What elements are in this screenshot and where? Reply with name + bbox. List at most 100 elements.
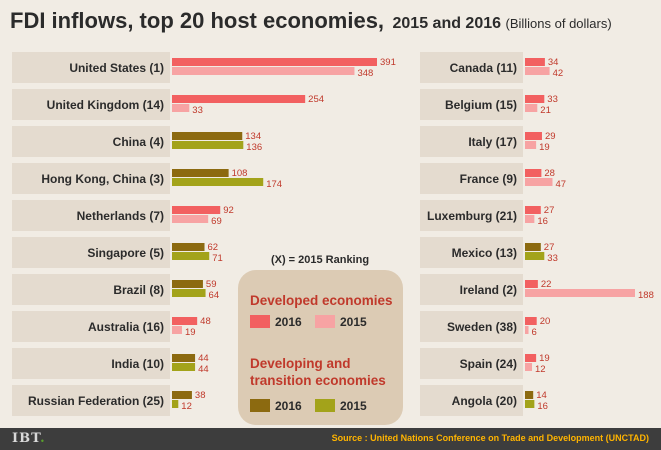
country-label-russian-federation-25: Russian Federation (25) — [28, 394, 164, 408]
country-label-luxemburg-21: Luxemburg (21) — [427, 209, 517, 223]
country-label-ireland-2: Ireland (2) — [460, 283, 517, 297]
bar-2015-belgium-15 — [525, 104, 538, 112]
value-2015-hong-kong-china-3: 174 — [266, 179, 282, 190]
row-band-spain-24 — [420, 348, 523, 379]
country-label-belgium-15: Belgium (15) — [445, 98, 517, 112]
country-label-united-states-1: United States (1) — [69, 61, 164, 75]
bar-2015-russian-federation-25 — [172, 400, 179, 408]
value-2015-canada-11: 42 — [553, 68, 564, 79]
bar-2015-china-4 — [172, 141, 244, 149]
legend-swatch-developing-2016 — [250, 399, 270, 412]
row-band-hong-kong-china-3 — [12, 163, 170, 194]
country-label-mexico-13: Mexico (13) — [452, 246, 517, 260]
value-2015-luxemburg-21: 16 — [537, 216, 548, 227]
row-band-brazil-8 — [12, 274, 170, 305]
bar-2015-ireland-2 — [525, 289, 635, 297]
bar-2016-hong-kong-china-3 — [172, 169, 229, 177]
value-2016-china-4: 134 — [245, 131, 261, 142]
value-2016-luxemburg-21: 27 — [544, 205, 555, 216]
bar-2015-hong-kong-china-3 — [172, 178, 264, 186]
value-2015-united-states-1: 348 — [357, 68, 373, 79]
value-2016-angola-20: 14 — [536, 390, 547, 401]
value-2016-singapore-5: 62 — [208, 242, 219, 253]
bar-2016-china-4 — [172, 132, 243, 140]
logo-dot: . — [40, 431, 46, 446]
bar-2016-italy-17 — [525, 132, 542, 140]
country-label-sweden-38: Sweden (38) — [447, 320, 517, 334]
bar-2016-australia-16 — [172, 317, 198, 325]
legend-developing-title-line1: Developing and — [250, 356, 351, 371]
bar-2016-belgium-15 — [525, 95, 545, 103]
value-2016-canada-11: 34 — [548, 57, 559, 68]
value-2016-belgium-15: 33 — [547, 94, 558, 105]
bar-2016-sweden-38 — [525, 317, 537, 325]
country-label-hong-kong-china-3: Hong Kong, China (3) — [41, 172, 164, 186]
value-2016-ireland-2: 22 — [541, 279, 552, 290]
bar-2016-angola-20 — [525, 391, 534, 399]
value-2015-india-10: 44 — [198, 364, 209, 375]
bar-2016-ireland-2 — [525, 280, 538, 288]
value-2015-italy-17: 19 — [539, 142, 550, 153]
country-label-united-kingdom-14: United Kingdom (14) — [47, 98, 164, 112]
bar-2016-brazil-8 — [172, 280, 203, 288]
row-band-angola-20 — [420, 385, 523, 416]
bar-2016-canada-11 — [525, 58, 545, 66]
value-2015-belgium-15: 21 — [540, 105, 551, 116]
chart-title: FDI inflows, top 20 host economies, 2015… — [10, 8, 655, 38]
title-main: FDI inflows, top 20 host economies, — [10, 8, 385, 33]
row-band-singapore-5 — [12, 237, 170, 268]
fdi-bar-chart: United States (1) 391 348 United Kingdom (1… — [12, 52, 654, 425]
legend-label-developed-2015: 2015 — [340, 315, 367, 329]
value-2015-australia-16: 19 — [185, 327, 196, 338]
bar-2016-united-states-1 — [172, 58, 377, 66]
row-band-ireland-2 — [420, 274, 523, 305]
value-2016-brazil-8: 59 — [206, 279, 217, 290]
row-band-canada-11 — [420, 52, 523, 83]
row-band-russian-federation-25 — [12, 385, 170, 416]
bar-2016-netherlands-7 — [172, 206, 221, 214]
bar-2016-united-kingdom-14 — [172, 95, 306, 103]
value-2016-united-states-1: 391 — [380, 57, 396, 68]
value-2015-angola-20: 16 — [537, 401, 548, 412]
source-text: Source : United Nations Conference on Tr… — [331, 433, 649, 443]
value-2015-france-9: 47 — [556, 179, 567, 190]
row-band-netherlands-7 — [12, 200, 170, 231]
legend-swatch-developed-2015 — [315, 315, 335, 328]
ranking-note: (X) = 2015 Ranking — [271, 254, 369, 266]
title-unit: (Billions of dollars) — [505, 16, 612, 31]
bar-2015-united-kingdom-14 — [172, 104, 190, 112]
country-label-india-10: India (10) — [111, 357, 164, 371]
value-2015-mexico-13: 33 — [547, 253, 558, 264]
bar-2015-france-9 — [525, 178, 553, 186]
row-band-italy-17 — [420, 126, 523, 157]
bar-2015-netherlands-7 — [172, 215, 209, 223]
value-2016-mexico-13: 27 — [544, 242, 555, 253]
value-2015-china-4: 136 — [246, 142, 262, 153]
bar-2015-australia-16 — [172, 326, 182, 334]
legend-swatch-developed-2016 — [250, 315, 270, 328]
value-2016-hong-kong-china-3: 108 — [232, 168, 248, 179]
legend-box — [238, 270, 403, 425]
country-label-brazil-8: Brazil (8) — [113, 283, 164, 297]
row-band-france-9 — [420, 163, 523, 194]
legend-label-developing-2015: 2015 — [340, 399, 367, 413]
bar-2016-mexico-13 — [525, 243, 541, 251]
footer-bar: IBT. Source : United Nations Conference … — [0, 428, 661, 450]
country-label-singapore-5: Singapore (5) — [87, 246, 164, 260]
bar-2015-italy-17 — [525, 141, 537, 149]
row-band-sweden-38 — [420, 311, 523, 342]
value-2015-netherlands-7: 69 — [211, 216, 222, 227]
country-label-angola-20: Angola (20) — [452, 394, 517, 408]
value-2016-india-10: 44 — [198, 353, 209, 364]
row-band-india-10 — [12, 348, 170, 379]
bar-2015-angola-20 — [525, 400, 535, 408]
legend-swatch-developing-2015 — [315, 399, 335, 412]
bar-2015-singapore-5 — [172, 252, 210, 260]
country-label-china-4: China (4) — [113, 135, 164, 149]
legend-developed-title: Developed economies — [250, 293, 393, 308]
title-years: 2015 and 2016 — [392, 15, 502, 32]
bar-2016-india-10 — [172, 354, 196, 362]
row-band-china-4 — [12, 126, 170, 157]
row-band-belgium-15 — [420, 89, 523, 120]
country-label-canada-11: Canada (11) — [450, 61, 517, 75]
